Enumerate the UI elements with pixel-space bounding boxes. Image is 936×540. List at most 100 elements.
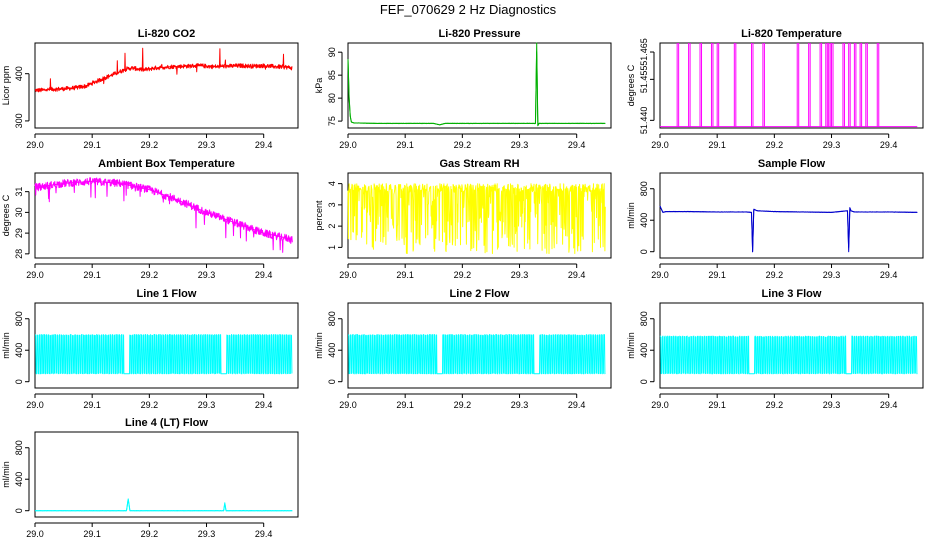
panel-title: Line 1 Flow (137, 288, 197, 300)
data-series (347, 183, 606, 254)
x-tick-label: 29.4 (880, 270, 898, 280)
y-tick-label: 400 (14, 343, 24, 358)
plot-frame (34, 431, 299, 518)
y-tick-label: 400 (639, 343, 649, 358)
x-tick-label: 29.0 (651, 140, 669, 150)
data-series-trend (35, 65, 293, 91)
y-tick-label: 51.455 (639, 66, 649, 94)
panel-9: Line 3 Flow 29.0 29.1 29.2 29.3 29.4 0 400 800ml… (626, 288, 924, 410)
x-tick-label: 29.0 (339, 140, 357, 150)
panel-8: Line 2 Flow 29.0 29.1 29.2 29.3 29.4 0 400 800ml… (314, 288, 612, 410)
y-axis-label: percent (314, 200, 324, 231)
y-tick-label: 400 (14, 66, 24, 81)
x-tick-label: 29.3 (198, 400, 216, 410)
x-tick-label: 29.1 (396, 140, 414, 150)
data-series-trend (34, 180, 293, 240)
data-series (34, 177, 293, 253)
y-tick-label: 90 (327, 47, 337, 57)
data-series (347, 51, 606, 126)
panel-6: Sample Flow 29.0 29.1 29.2 29.3 29.4 0 400 800ml… (626, 158, 924, 280)
x-tick-label: 29.1 (83, 270, 101, 280)
data-series (34, 47, 293, 93)
x-tick-label: 29.3 (823, 140, 841, 150)
y-tick-label: 31 (14, 187, 24, 197)
x-tick-label: 29.4 (880, 400, 898, 410)
y-tick-label: 4 (327, 181, 337, 186)
panel-title: Li-820 Temperature (741, 28, 842, 40)
y-axis-label: ml/min (626, 332, 636, 359)
y-tick-label: 51.440 (639, 107, 649, 135)
y-axis-label: ml/min (626, 202, 636, 229)
y-tick-label: 1 (327, 245, 337, 250)
y-axis-label: degrees C (1, 194, 11, 236)
panel-title: Line 3 Flow (762, 288, 822, 300)
figure-title: FEF_070629 2 Hz Diagnostics (380, 2, 557, 17)
data-series (659, 335, 918, 375)
y-axis-label: ml/min (314, 332, 324, 359)
x-tick-label: 29.0 (651, 270, 669, 280)
panel-title: Li-820 Pressure (439, 28, 521, 40)
x-tick-label: 29.2 (141, 529, 159, 539)
x-tick-label: 29.4 (255, 270, 273, 280)
x-tick-label: 29.0 (26, 400, 44, 410)
x-tick-label: 29.4 (568, 140, 586, 150)
plot-frame (347, 42, 612, 129)
x-tick-label: 29.2 (141, 400, 159, 410)
y-tick-label: 85 (327, 70, 337, 80)
panel-title: Ambient Box Temperature (98, 158, 235, 170)
panel-title: Li-820 CO2 (138, 28, 195, 40)
x-tick-label: 29.4 (255, 140, 273, 150)
y-tick-label: 800 (639, 311, 649, 326)
panel-3: Li-820 Temperature 29.0 29.1 29.2 29.3 29.4 51… (626, 28, 924, 150)
y-tick-label: 2 (327, 224, 337, 229)
y-tick-label: 29 (14, 228, 24, 238)
x-tick-label: 29.1 (708, 400, 726, 410)
panel-7: Line 1 Flow 29.0 29.1 29.2 29.3 29.4 0 400 800ml… (1, 288, 299, 410)
plot-frame (659, 42, 924, 129)
y-tick-label: 800 (14, 311, 24, 326)
y-axis-label: ml/min (1, 332, 11, 359)
x-tick-label: 29.3 (198, 270, 216, 280)
y-tick-label: 80 (327, 93, 337, 103)
x-tick-label: 29.2 (766, 400, 784, 410)
x-tick-label: 29.4 (880, 140, 898, 150)
y-tick-label: 28 (14, 249, 24, 259)
panel-title: Sample Flow (758, 158, 826, 170)
y-tick-label: 0 (14, 379, 24, 384)
y-axis-label: ml/min (1, 461, 11, 488)
x-tick-label: 29.3 (511, 140, 529, 150)
x-tick-label: 29.2 (766, 270, 784, 280)
data-series-trend (35, 498, 293, 512)
panel-2: Li-820 Pressure 29.0 29.1 29.2 29.3 29.4 75 80 8… (314, 28, 612, 150)
data-series (659, 205, 918, 253)
x-tick-label: 29.0 (651, 400, 669, 410)
y-tick-label: 30 (14, 207, 24, 217)
x-tick-label: 29.1 (708, 140, 726, 150)
y-tick-label: 400 (14, 472, 24, 487)
x-tick-label: 29.1 (396, 270, 414, 280)
x-tick-label: 29.3 (198, 529, 216, 539)
y-tick-label: 800 (327, 311, 337, 326)
x-tick-label: 29.3 (823, 400, 841, 410)
x-tick-label: 29.3 (511, 270, 529, 280)
y-tick-label: 3 (327, 202, 337, 207)
y-tick-label: 400 (639, 213, 649, 228)
y-tick-label: 0 (639, 379, 649, 384)
y-tick-label: 0 (327, 379, 337, 384)
plot-frame (659, 172, 924, 259)
y-tick-label: 0 (14, 508, 24, 513)
data-series (347, 334, 606, 375)
x-tick-label: 29.4 (568, 270, 586, 280)
x-tick-label: 29.2 (454, 270, 472, 280)
x-tick-label: 29.0 (339, 270, 357, 280)
x-tick-label: 29.0 (26, 270, 44, 280)
panel-1: Li-820 CO2 29.0 29.1 29.2 29.3 29.4 300 400Lico… (1, 28, 299, 150)
y-axis-label: kPa (314, 78, 324, 94)
y-tick-label: 800 (14, 440, 24, 455)
y-tick-label: 300 (14, 113, 24, 128)
y-tick-label: 51.465 (639, 38, 649, 66)
plot-frame (659, 302, 924, 389)
y-axis-label: degrees C (626, 64, 636, 106)
x-tick-label: 29.2 (141, 140, 159, 150)
data-series (34, 499, 293, 512)
